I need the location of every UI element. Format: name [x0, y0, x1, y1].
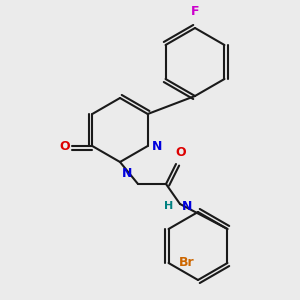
Text: N: N: [152, 140, 162, 152]
Text: O: O: [59, 140, 70, 152]
Text: N: N: [122, 167, 132, 180]
Text: F: F: [191, 5, 199, 18]
Text: Br: Br: [178, 256, 194, 269]
Text: N: N: [182, 200, 192, 212]
Text: O: O: [176, 146, 186, 159]
Text: H: H: [164, 201, 173, 211]
